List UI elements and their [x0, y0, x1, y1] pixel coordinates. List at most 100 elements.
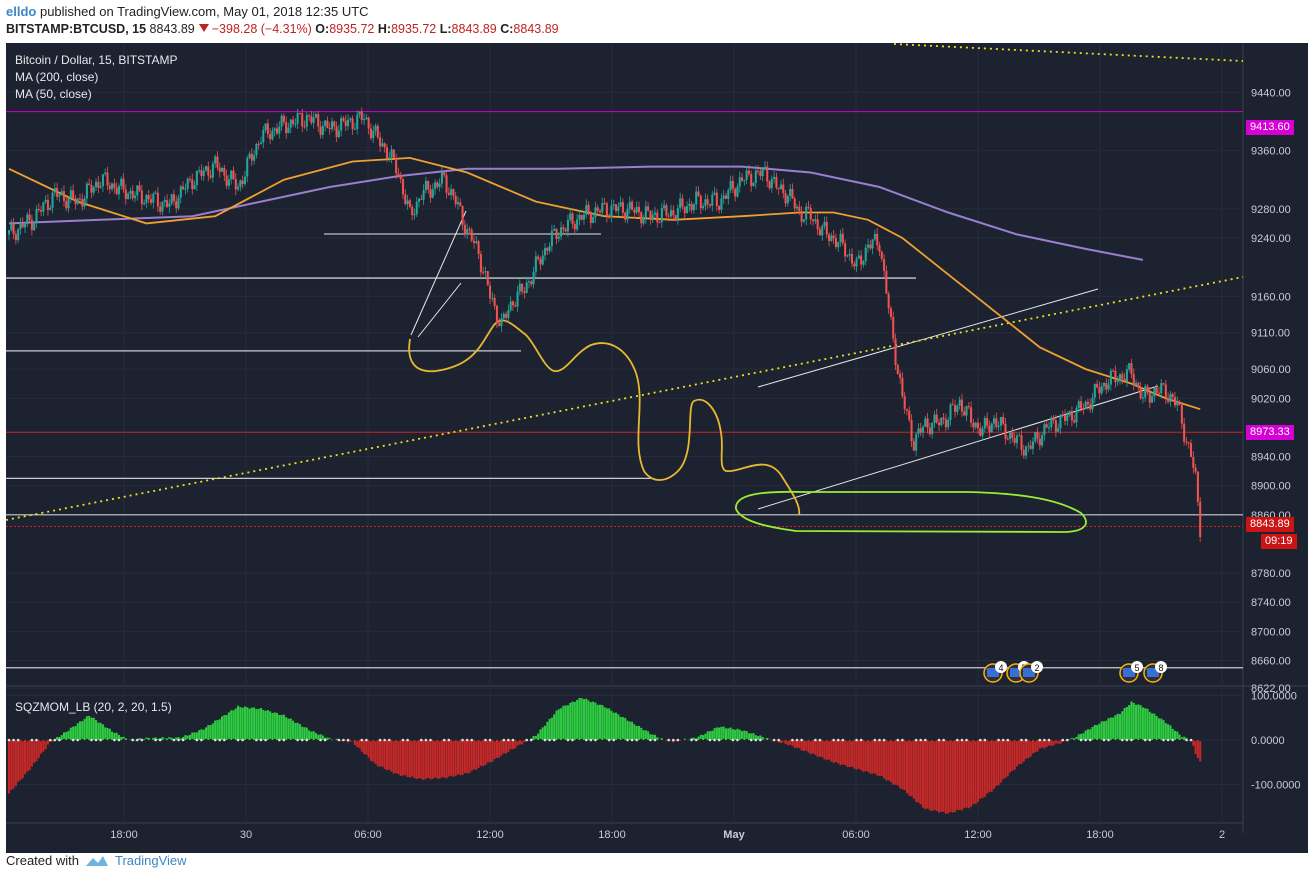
- x-tick-label: 18:00: [598, 829, 626, 841]
- histogram-bar: [489, 740, 492, 763]
- histogram-bar: [603, 707, 606, 740]
- histogram-bar: [1100, 721, 1103, 740]
- candle-body: [115, 187, 118, 195]
- high-label: H:: [377, 22, 392, 36]
- candle-body: [179, 186, 182, 198]
- squeeze-dot: [438, 738, 441, 742]
- histogram-bar: [592, 701, 595, 740]
- histogram-bar: [544, 725, 547, 740]
- histogram-bar: [223, 715, 226, 740]
- squeeze-dot: [493, 738, 496, 742]
- candle-body: [1141, 397, 1144, 399]
- chart-area[interactable]: 9520.009440.009360.009280.009240.009160.…: [6, 43, 1308, 853]
- squeeze-dot: [48, 738, 52, 742]
- squeeze-dot: [81, 738, 84, 742]
- histogram-bar: [988, 740, 991, 793]
- squeeze-dot: [658, 738, 661, 742]
- candle-body: [926, 418, 929, 428]
- squeeze-dot: [846, 738, 849, 742]
- histogram-bar: [99, 722, 102, 740]
- histogram-bar: [482, 740, 485, 767]
- candle-body: [209, 175, 212, 178]
- squeeze-dot: [992, 738, 996, 742]
- squeeze-dot: [1079, 738, 1083, 742]
- candle-body: [232, 170, 235, 180]
- x-tick-label: 12:00: [476, 829, 504, 841]
- histogram-bar: [757, 736, 760, 740]
- candle-body: [120, 178, 123, 186]
- squeeze-dot: [99, 738, 102, 742]
- squeeze-dot: [960, 738, 964, 742]
- histogram-bar: [292, 720, 295, 740]
- candle-body: [81, 199, 84, 207]
- histogram-bar: [809, 740, 812, 755]
- squeeze-dot: [557, 738, 561, 742]
- histogram-bar: [1002, 740, 1005, 780]
- histogram-bar: [404, 740, 407, 776]
- y-tick-label: 9240.00: [1251, 233, 1291, 245]
- candle-body: [340, 118, 343, 131]
- histogram-bar: [702, 735, 705, 740]
- candle-body: [828, 234, 831, 241]
- price-chart[interactable]: 9520.009440.009360.009280.009240.009160.…: [6, 43, 1308, 853]
- candle-body: [1004, 423, 1007, 439]
- histogram-bar: [844, 740, 847, 765]
- candle-body: [335, 126, 338, 138]
- histogram-bar: [880, 740, 883, 777]
- histogram-bar: [1091, 726, 1094, 740]
- histogram-bar: [818, 740, 821, 757]
- histogram-bar: [353, 740, 356, 746]
- candle-body: [692, 204, 695, 211]
- candle-body: [1173, 397, 1177, 406]
- ma200-legend[interactable]: MA (200, close): [15, 70, 99, 84]
- histogram-bar: [1153, 713, 1156, 740]
- squeeze-dot: [919, 738, 923, 742]
- candle-body: [49, 208, 52, 210]
- candle-body: [507, 310, 510, 318]
- squeeze-dot: [16, 738, 20, 742]
- candle-body: [550, 230, 553, 247]
- histogram-bar: [207, 725, 210, 740]
- squeeze-dot: [511, 738, 515, 742]
- histogram-bar: [1041, 740, 1044, 748]
- tradingview-link[interactable]: TradingView: [114, 853, 187, 868]
- candle-body: [734, 188, 737, 197]
- histogram-bar: [81, 721, 84, 740]
- histogram-bar: [356, 740, 359, 747]
- candle-body: [1086, 401, 1089, 405]
- candle-body: [596, 207, 599, 211]
- histogram-bar: [935, 740, 938, 812]
- squeeze-dot: [475, 738, 478, 742]
- candle-body: [470, 229, 473, 241]
- histogram-bar: [566, 705, 569, 740]
- candle-body: [1022, 450, 1025, 456]
- histogram-bar: [1180, 737, 1183, 740]
- candle-body: [62, 191, 66, 201]
- candle-body: [278, 126, 281, 134]
- histogram-bar: [825, 740, 828, 760]
- squeeze-dot: [543, 738, 547, 742]
- oscillator-legend[interactable]: SQZMOM_LB (20, 2, 20, 1.5): [15, 700, 172, 714]
- histogram-bar: [1176, 731, 1179, 740]
- candle-body: [317, 114, 320, 127]
- histogram-bar: [317, 734, 320, 740]
- histogram-bar: [275, 712, 279, 740]
- candle-body: [14, 234, 17, 241]
- candle-body: [853, 263, 856, 267]
- author-name[interactable]: elldo: [6, 4, 37, 19]
- candle-body: [566, 220, 569, 232]
- squeeze-dot: [598, 738, 602, 742]
- candle-body: [1061, 414, 1064, 416]
- histogram-bar: [227, 712, 230, 740]
- histogram-bar: [816, 740, 819, 757]
- histogram-bar: [241, 707, 244, 740]
- squeeze-dot: [910, 738, 913, 742]
- squeeze-dot: [319, 738, 322, 742]
- candle-body: [78, 198, 82, 200]
- squeeze-dot: [186, 738, 189, 742]
- candle-body: [1151, 396, 1154, 403]
- ma50-legend[interactable]: MA (50, close): [15, 87, 92, 101]
- candle-body: [131, 190, 134, 199]
- candle-body: [491, 297, 494, 299]
- histogram-bar: [1052, 740, 1055, 746]
